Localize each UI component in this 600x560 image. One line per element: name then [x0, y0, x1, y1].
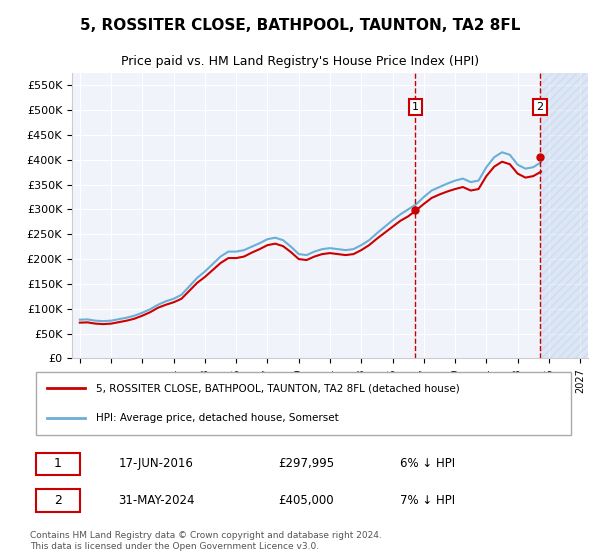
Bar [539, 73, 588, 358]
Text: 5, ROSSITER CLOSE, BATHPOOL, TAUNTON, TA2 8FL (detached house): 5, ROSSITER CLOSE, BATHPOOL, TAUNTON, TA… [96, 384, 460, 394]
Text: 5, ROSSITER CLOSE, BATHPOOL, TAUNTON, TA2 8FL: 5, ROSSITER CLOSE, BATHPOOL, TAUNTON, TA… [80, 18, 520, 33]
Text: 2: 2 [536, 102, 543, 112]
Text: 2: 2 [53, 494, 62, 507]
FancyBboxPatch shape [35, 372, 571, 436]
Text: £297,995: £297,995 [278, 458, 335, 470]
Text: Contains HM Land Registry data © Crown copyright and database right 2024.
This d: Contains HM Land Registry data © Crown c… [30, 531, 382, 551]
Text: 17-JUN-2016: 17-JUN-2016 [118, 458, 193, 470]
FancyBboxPatch shape [35, 452, 80, 475]
Text: HPI: Average price, detached house, Somerset: HPI: Average price, detached house, Some… [96, 413, 339, 423]
Text: 7% ↓ HPI: 7% ↓ HPI [400, 494, 455, 507]
Text: 1: 1 [412, 102, 419, 112]
Text: 6% ↓ HPI: 6% ↓ HPI [400, 458, 455, 470]
Text: Price paid vs. HM Land Registry's House Price Index (HPI): Price paid vs. HM Land Registry's House … [121, 55, 479, 68]
Text: £405,000: £405,000 [278, 494, 334, 507]
FancyBboxPatch shape [35, 489, 80, 512]
Text: 31-MAY-2024: 31-MAY-2024 [118, 494, 195, 507]
Text: 1: 1 [53, 458, 62, 470]
